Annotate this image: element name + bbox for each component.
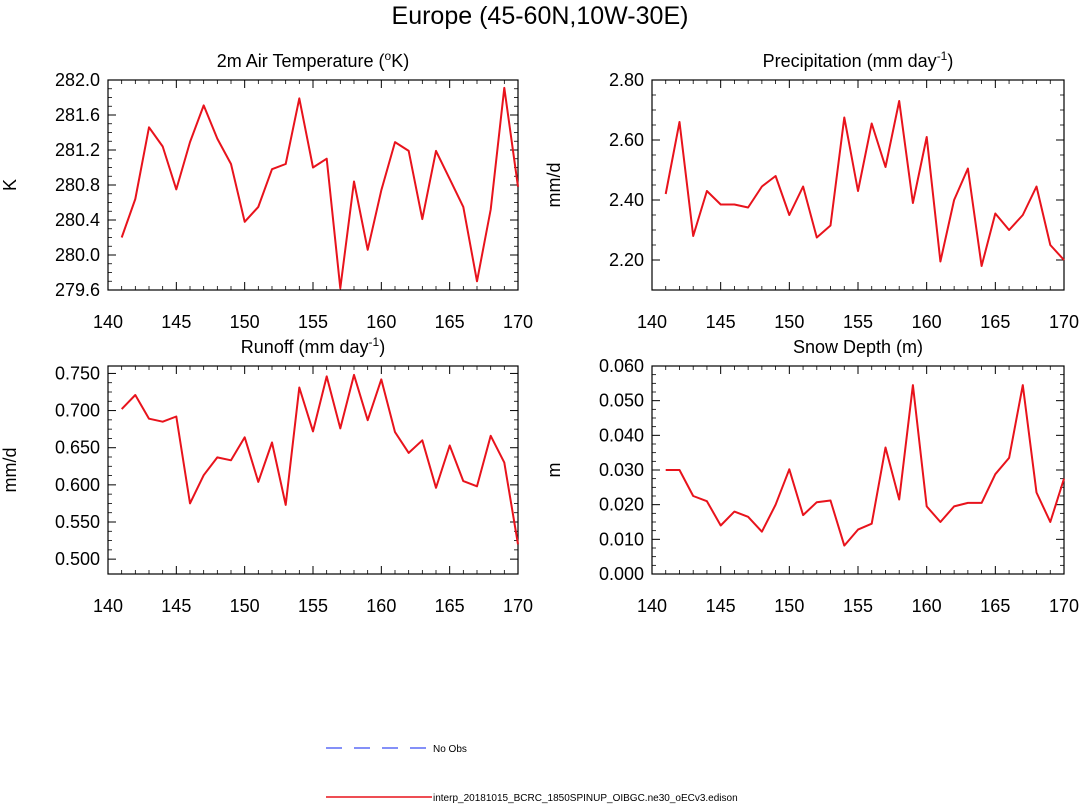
x-tick-label: 165 [980, 596, 1010, 616]
plot-frame [107, 79, 519, 291]
y-tick-label: 0.010 [599, 529, 644, 549]
y-tick-label: 2.40 [609, 190, 644, 210]
panel-title: Precipitation (mm day-1) [763, 49, 954, 71]
x-tick-label: 140 [637, 312, 667, 332]
x-tick-label: 150 [230, 596, 260, 616]
panel-title-text: Snow Depth (m) [793, 337, 923, 357]
y-tick-label: 281.2 [55, 140, 100, 160]
x-tick-label: 145 [706, 312, 736, 332]
x-tick-label: 160 [912, 312, 942, 332]
series-line-model [120, 86, 519, 290]
series-line-model [665, 384, 1065, 547]
series-line-model [120, 373, 519, 545]
x-tick-label: 155 [843, 312, 873, 332]
y-tick-label: 0.500 [55, 549, 100, 569]
legend-obs-label: No Obs [433, 744, 467, 755]
x-tick-label: 170 [1049, 596, 1079, 616]
x-tick-label: 170 [503, 312, 533, 332]
x-tick-label: 155 [298, 596, 328, 616]
plot-frame [651, 79, 1065, 291]
y-tick-label: 0.650 [55, 438, 100, 458]
y-tick-label: 0.000 [599, 564, 644, 584]
y-tick-label: 0.600 [55, 475, 100, 495]
x-tick-label: 140 [93, 596, 123, 616]
legend: No Obs interp_20181015_BCRC_1850SPINUP_O… [326, 744, 738, 804]
chart-panel-4: Snow Depth (m) m 140 145 150 155 160 165 170 0.00… [544, 337, 1079, 616]
y-tick-label: 280.8 [55, 175, 100, 195]
chart-panel-1: 2m Air Temperature (oK) K 140 145 150 155 160 1… [0, 49, 533, 332]
y-axis-label: mm/d [0, 448, 20, 493]
panel-title-suffix: ) [947, 51, 953, 71]
x-tick-label: 165 [435, 312, 465, 332]
panel-title-text: 2m Air Temperature ( [217, 51, 385, 71]
x-tick-label: 145 [706, 596, 736, 616]
x-tick-label: 140 [93, 312, 123, 332]
y-tick-label: 0.750 [55, 363, 100, 383]
x-tick-label: 145 [161, 596, 191, 616]
y-tick-label: 0.050 [599, 391, 644, 411]
panel-title: 2m Air Temperature (oK) [217, 49, 409, 71]
y-axis-label: m [544, 463, 564, 478]
figure-title: Europe (45-60N,10W-30E) [392, 2, 689, 30]
panel-title-superscript: -1 [937, 49, 948, 63]
x-tick-label: 140 [637, 596, 667, 616]
x-tick-label: 160 [366, 596, 396, 616]
y-tick-label: 0.040 [599, 425, 644, 445]
panel-title: Snow Depth (m) [793, 337, 923, 357]
y-tick-label: 280.4 [55, 210, 100, 230]
x-tick-label: 155 [843, 596, 873, 616]
panel-title: Runoff (mm day-1) [241, 335, 385, 357]
x-tick-label: 150 [230, 312, 260, 332]
x-tick-label: 170 [503, 596, 533, 616]
plot-frame [651, 365, 1065, 575]
y-tick-label: 279.6 [55, 280, 100, 300]
y-tick-label: 2.60 [609, 130, 644, 150]
x-tick-label: 160 [912, 596, 942, 616]
y-tick-label: 281.6 [55, 105, 100, 125]
y-tick-label: 0.700 [55, 401, 100, 421]
x-tick-label: 165 [435, 596, 465, 616]
panel-title-superscript: o [385, 49, 392, 63]
plot-frame [107, 365, 519, 575]
chart-panel-3: Runoff (mm day-1) mm/d 140 145 150 155 160 165 1… [0, 335, 533, 616]
chart-panel-2: Precipitation (mm day-1) mm/d 140 145 150 155… [544, 49, 1079, 332]
y-tick-label: 0.020 [599, 495, 644, 515]
y-tick-label: 282.0 [55, 70, 100, 90]
y-tick-label: 0.030 [599, 460, 644, 480]
y-tick-label: 280.0 [55, 245, 100, 265]
panel-title-superscript: -1 [369, 335, 380, 349]
panel-title-text: Runoff (mm day [241, 337, 369, 357]
panel-title-suffix: ) [379, 337, 385, 357]
chart-panels: 2m Air Temperature (oK) K 140 145 150 155 160 1… [0, 49, 1079, 616]
x-tick-label: 155 [298, 312, 328, 332]
legend-model-label: interp_20181015_BCRC_1850SPINUP_OIBGC.ne… [433, 793, 738, 804]
x-tick-label: 150 [774, 596, 804, 616]
x-tick-label: 160 [366, 312, 396, 332]
y-tick-label: 2.20 [609, 250, 644, 270]
x-tick-label: 145 [161, 312, 191, 332]
y-axis-label: K [0, 179, 20, 191]
x-tick-label: 165 [980, 312, 1010, 332]
y-axis-label: mm/d [544, 163, 564, 208]
panel-title-suffix: K) [391, 51, 409, 71]
panel-title-text: Precipitation (mm day [763, 51, 937, 71]
y-tick-label: 0.060 [599, 356, 644, 376]
x-tick-label: 150 [774, 312, 804, 332]
series-line-model [664, 100, 1065, 267]
x-tick-label: 170 [1049, 312, 1079, 332]
y-tick-label: 0.550 [55, 512, 100, 532]
y-tick-label: 2.80 [609, 70, 644, 90]
